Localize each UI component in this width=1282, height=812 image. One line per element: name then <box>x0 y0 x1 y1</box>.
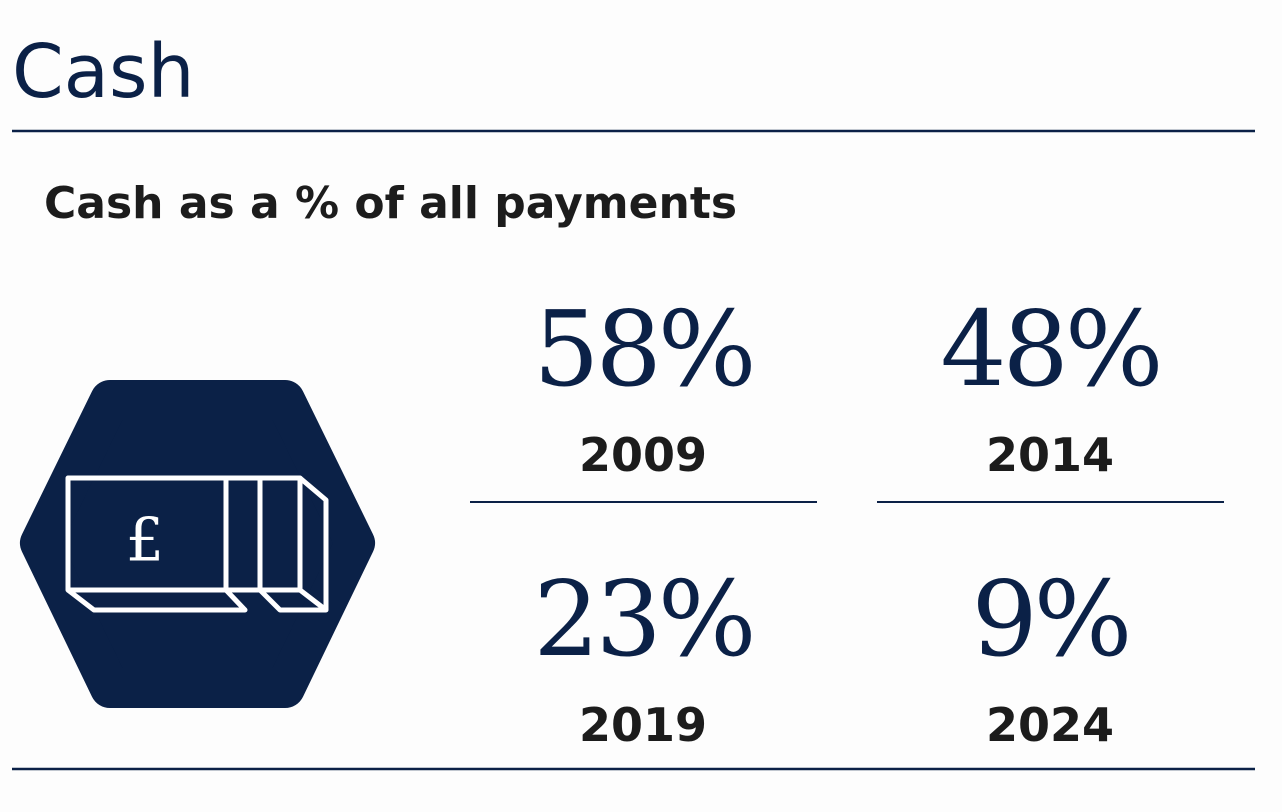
stat-value: 48% <box>940 288 1159 410</box>
page-title: Cash <box>12 29 194 115</box>
stat-value: 23% <box>533 558 752 680</box>
cash-icon: £ <box>20 380 375 708</box>
subtitle: Cash as a % of all payments <box>44 178 737 229</box>
svg-text:£: £ <box>126 506 164 576</box>
stat-year: 2009 <box>579 428 707 482</box>
stat-value: 9% <box>972 558 1129 680</box>
stat-value: 58% <box>533 288 752 410</box>
stat-year: 2019 <box>579 698 707 752</box>
stat-year: 2014 <box>986 428 1114 482</box>
stat-year: 2024 <box>986 698 1114 752</box>
